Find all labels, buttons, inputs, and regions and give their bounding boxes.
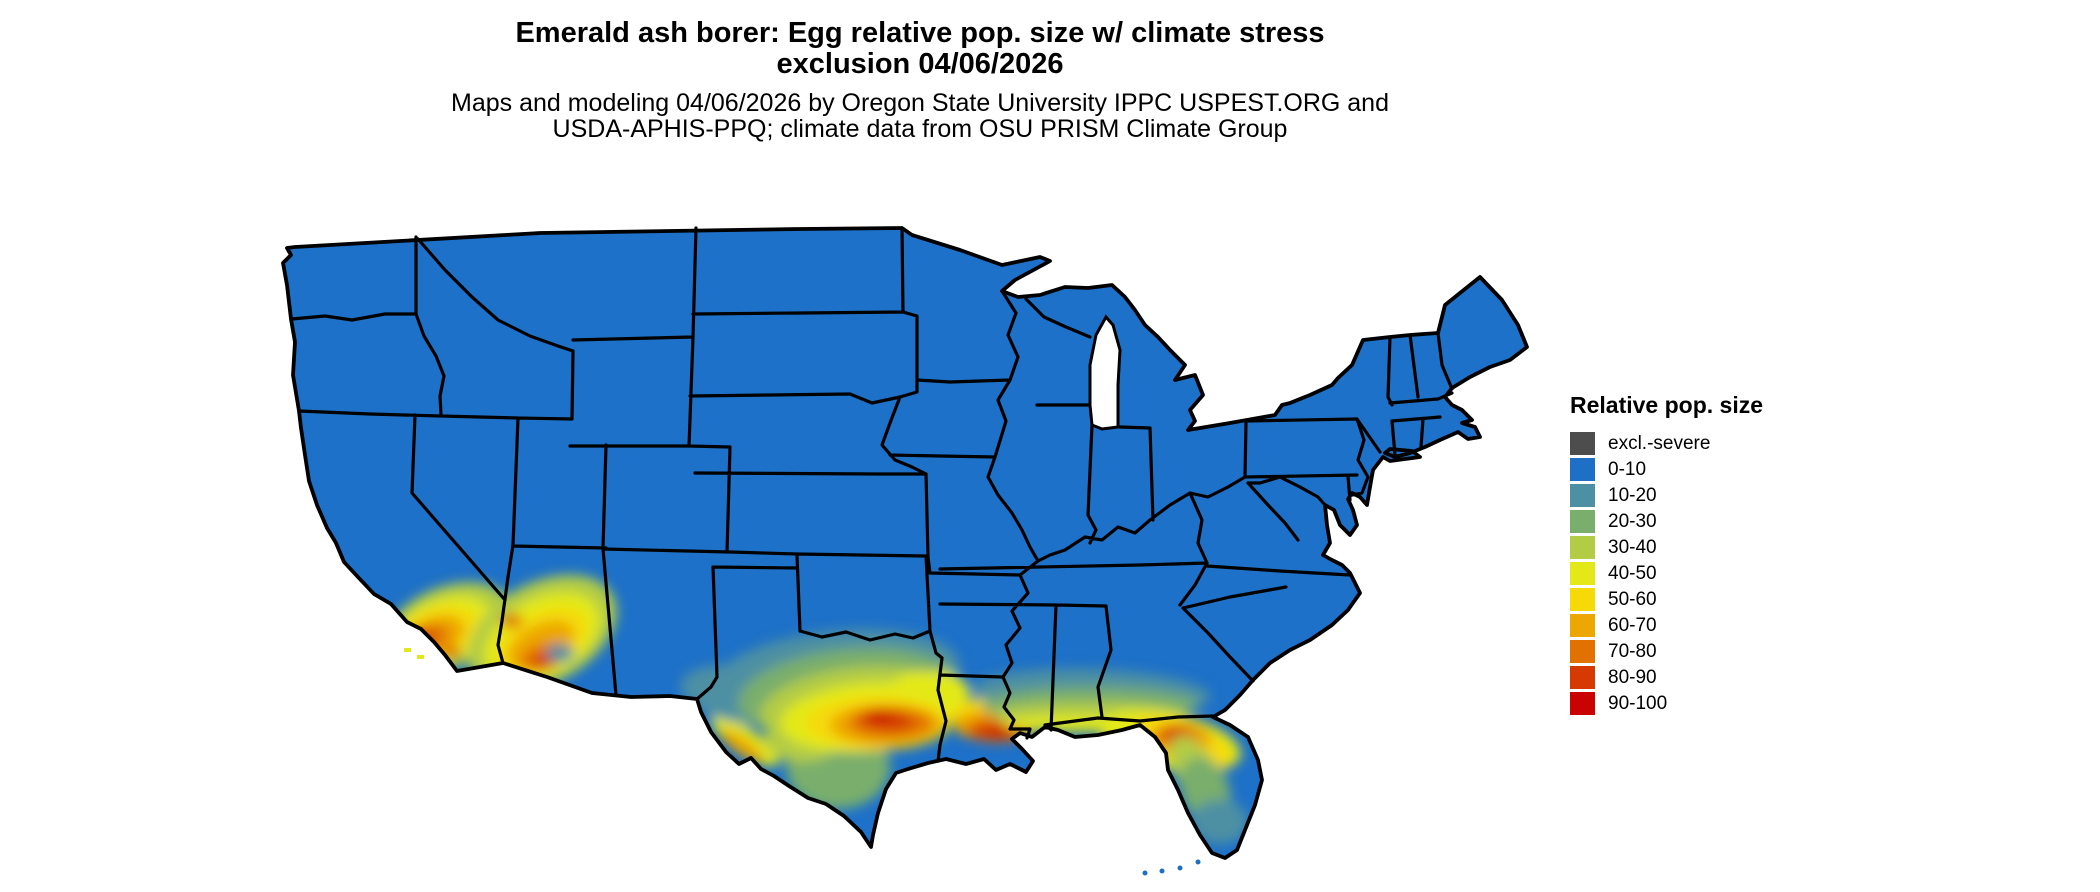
legend-item: 0-10: [1570, 458, 1763, 481]
legend: Relative pop. size excl.-severe 0-10 10-20…: [1570, 392, 1763, 718]
legend-item-label: excl.-severe: [1608, 432, 1711, 454]
legend-item: 50-60: [1570, 588, 1763, 611]
legend-item-label: 50-60: [1608, 588, 1657, 610]
legend-item-label: 10-20: [1608, 484, 1657, 506]
legend-item: 30-40: [1570, 536, 1763, 559]
heat-overlay: [384, 575, 1248, 844]
us-map: [240, 225, 1540, 887]
legend-item-label: 70-80: [1608, 640, 1657, 662]
legend-item: 40-50: [1570, 562, 1763, 585]
legend-swatch: [1570, 666, 1595, 689]
legend-swatch: [1570, 588, 1595, 611]
map-subtitle-line2: USDA-APHIS-PPQ; climate data from OSU PR…: [552, 115, 1288, 143]
legend-swatch: [1570, 640, 1595, 663]
legend-swatch: [1570, 614, 1595, 637]
us-map-svg: [281, 226, 1529, 876]
legend-item: 60-70: [1570, 614, 1763, 637]
legend-swatch: [1570, 692, 1595, 715]
us-land: [283, 228, 1527, 858]
map-title-line2: exclusion 04/06/2026: [776, 48, 1064, 80]
legend-items: excl.-severe 0-10 10-20 20-30 30-40 40-50 50-6…: [1570, 432, 1763, 715]
legend-item: 90-100: [1570, 692, 1763, 715]
florida-keys: [1142, 859, 1201, 876]
legend-swatch: [1570, 432, 1595, 455]
map-subtitle-line1: Maps and modeling 04/06/2026 by Oregon S…: [451, 89, 1389, 117]
legend-item: 80-90: [1570, 666, 1763, 689]
legend-item: excl.-severe: [1570, 432, 1763, 455]
legend-item-label: 60-70: [1608, 614, 1657, 636]
legend-swatch: [1570, 562, 1595, 585]
map-title: Emerald ash borer: Egg relative pop. siz…: [0, 18, 1840, 80]
map-title-line1: Emerald ash borer: Egg relative pop. siz…: [515, 17, 1325, 49]
legend-item: 20-30: [1570, 510, 1763, 533]
legend-swatch: [1570, 510, 1595, 533]
legend-title: Relative pop. size: [1570, 392, 1764, 418]
legend-item-label: 90-100: [1608, 692, 1668, 714]
legend-item: 70-80: [1570, 640, 1763, 663]
legend-item-label: 30-40: [1608, 536, 1657, 558]
channel-islands: [404, 648, 424, 659]
state-borders: [290, 226, 1454, 763]
legend-item-label: 40-50: [1608, 562, 1657, 584]
legend-item: 10-20: [1570, 484, 1763, 507]
legend-swatch: [1570, 458, 1595, 481]
legend-swatch: [1570, 536, 1595, 559]
lake-michigan: [1088, 314, 1122, 431]
legend-item-label: 20-30: [1608, 510, 1657, 532]
legend-swatch: [1570, 484, 1595, 507]
map-subtitle: Maps and modeling 04/06/2026 by Oregon S…: [0, 90, 1840, 142]
legend-item-label: 0-10: [1608, 458, 1647, 480]
legend-item-label: 80-90: [1608, 666, 1657, 688]
